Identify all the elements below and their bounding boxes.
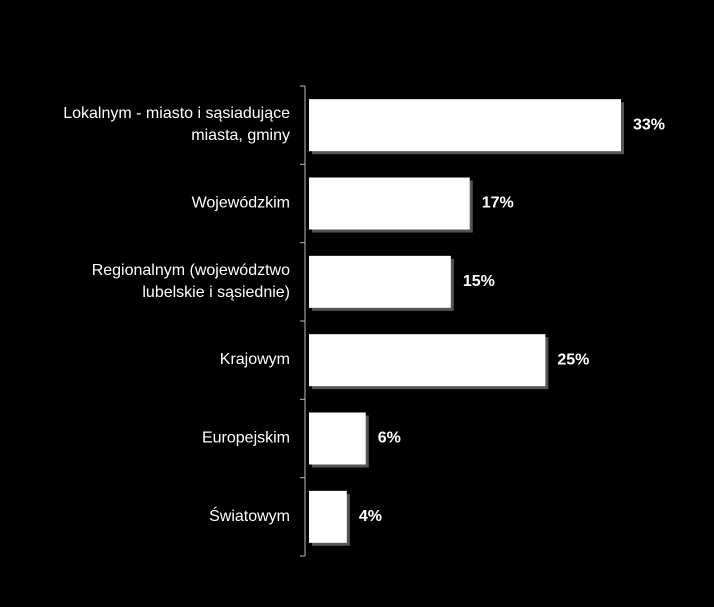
value-label: 6% — [378, 430, 401, 447]
category-label: Europejskim — [202, 430, 290, 447]
category-label: Lokalnym - miasto i sąsiadujące miasta, g… — [63, 105, 290, 144]
bar — [309, 412, 366, 465]
value-label: 33% — [633, 116, 665, 133]
bar — [309, 99, 621, 152]
bar — [309, 177, 470, 230]
category-label: Krajowym — [220, 351, 290, 368]
bar — [309, 490, 347, 543]
bar — [309, 334, 546, 387]
value-label: 15% — [463, 273, 495, 290]
value-label: 4% — [359, 508, 382, 525]
bar — [309, 255, 451, 308]
value-label: 25% — [557, 351, 589, 368]
category-label: Wojewódzkim — [192, 195, 290, 212]
category-label: Światowym — [209, 506, 290, 525]
value-label: 17% — [482, 195, 514, 212]
category-label: Regionalnym (województwo lubelskie i sąsi… — [92, 262, 290, 301]
